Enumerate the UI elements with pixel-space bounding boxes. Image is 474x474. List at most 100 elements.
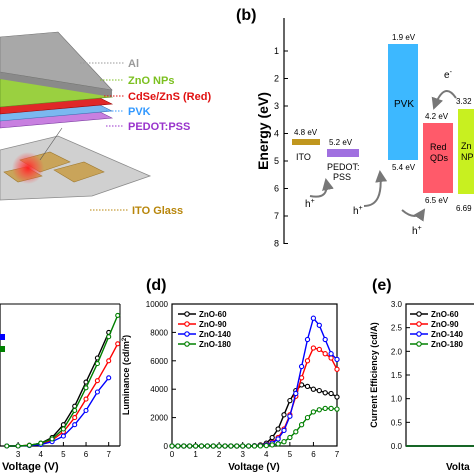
panel-d-xtick-label: 3 [240, 450, 245, 459]
data-point [222, 443, 228, 449]
data-point [328, 390, 334, 397]
data-point [287, 413, 293, 419]
data-point [198, 443, 205, 449]
panel-d-ticks: 0 1 2 3 4 5 6 7 0 2000 4000 6000 8000 10000 [146, 300, 340, 459]
data-point [310, 409, 317, 415]
panel-c-legend-swatch-blue [0, 334, 5, 340]
panel-b-ytick-label: 3 [274, 101, 279, 111]
data-point [169, 443, 175, 449]
legend-marker [416, 321, 422, 327]
panel-e-ytick-label: 0.5 [391, 418, 403, 427]
data-point [298, 363, 305, 370]
data-point [269, 434, 275, 441]
panel-c-axes [0, 304, 120, 447]
legend-marker [416, 311, 422, 317]
data-point [72, 407, 78, 414]
data-point [175, 443, 181, 449]
panel-d-xtick-label: 4 [264, 450, 269, 459]
qd-label-1: Red [430, 142, 447, 152]
panel-e-ytick-label: 2.5 [391, 324, 403, 333]
legend-label: ZnO-60 [431, 310, 459, 319]
data-point [322, 351, 328, 357]
panel-e-yticks: 0.0 0.5 1.0 1.5 2.0 2.5 3.0 [391, 300, 410, 451]
layer-al-side [0, 72, 112, 97]
data-point [304, 336, 311, 343]
panel-c-plot [4, 312, 121, 449]
legend-label: ZnO-60 [199, 310, 227, 319]
data-point [257, 443, 264, 449]
panel-d-ytick-label: 10000 [146, 300, 169, 309]
panel-b-letter: (b) [236, 7, 256, 24]
data-point [293, 390, 299, 397]
data-point [334, 366, 340, 372]
data-point [316, 346, 322, 353]
panel-d-xtick-label: 0 [170, 450, 175, 459]
data-point [94, 389, 100, 395]
data-point [322, 390, 328, 396]
data-point [38, 440, 44, 446]
panel-d-xtick-label: 6 [311, 450, 316, 459]
qd-label-2: QDs [430, 153, 449, 163]
label-pvk: PVK [128, 106, 151, 118]
data-point [316, 387, 322, 394]
data-point [316, 322, 322, 328]
panel-d-xtick-label: 1 [193, 450, 198, 459]
panel-d-ytick-label: 4000 [150, 385, 168, 394]
data-point [334, 406, 340, 412]
electron-arrow [431, 89, 457, 110]
pedot-label-2: PSS [333, 172, 351, 182]
data-point [275, 436, 281, 442]
qd-homo-label: 6.5 eV [425, 196, 449, 205]
data-point [304, 383, 311, 390]
data-point [251, 443, 258, 449]
data-point [287, 434, 293, 441]
data-point [228, 443, 234, 449]
panel-c: 3 4 5 6 7 Voltage (V) [0, 303, 121, 473]
panel-c-xtick-label: 6 [84, 450, 89, 459]
data-point [328, 355, 334, 361]
panel-d-xtick-label: 7 [335, 450, 340, 459]
panel-b-ytick-label: 2 [274, 74, 279, 84]
panel-c-xtick-label: 7 [106, 450, 111, 459]
panel-c-xtick-label: 5 [61, 450, 66, 459]
panel-b: (b) 1 2 3 4 5 6 7 8 Energy (eV) 4.8 eV ITO 5.2 … [236, 7, 474, 249]
label-pedot: PEDOT:PSS [128, 121, 190, 133]
data-point [181, 443, 187, 449]
panel-e-ytick-label: 3.0 [391, 300, 403, 309]
panel-e-xlabel: Volta [446, 462, 470, 473]
legend-marker [184, 331, 190, 337]
data-point [106, 375, 112, 381]
zno-lumo-label: 3.32 [456, 97, 472, 106]
data-point [94, 361, 100, 367]
data-point [328, 405, 334, 412]
data-point [304, 414, 311, 421]
panel-e-ytick-label: 1.5 [391, 371, 403, 380]
data-point [310, 315, 317, 321]
data-point [281, 427, 287, 434]
data-point [275, 426, 281, 432]
label-qd: CdSe/ZnS (Red) [128, 91, 211, 103]
hole-arrow-3 [401, 208, 426, 222]
level-pvk [388, 44, 418, 160]
data-point [106, 334, 112, 340]
panel-b-ytick-label: 7 [274, 211, 279, 221]
data-point [334, 356, 340, 363]
data-point [72, 415, 78, 421]
data-point [275, 441, 281, 447]
qd-lumo-label: 4.2 eV [425, 112, 449, 121]
panel-b-ytick-label: 4 [274, 129, 279, 139]
panel-e-ytick-label: 0.0 [391, 442, 403, 451]
panel-d-ytick-label: 6000 [150, 357, 168, 366]
hole-label-3: h+ [412, 225, 422, 237]
series-line-1 [172, 347, 338, 447]
legend-label: ZnO-90 [199, 320, 227, 329]
panel-d-ytick-label: 2000 [150, 414, 168, 423]
layer-al [0, 31, 113, 91]
panel-d-plot [169, 315, 340, 449]
legend-label: ZnO-140 [199, 330, 232, 339]
data-point [322, 336, 328, 343]
ito-electrode [53, 161, 105, 183]
data-point [115, 341, 121, 347]
panel-b-ytick-label: 5 [274, 156, 279, 166]
data-point [263, 442, 269, 449]
